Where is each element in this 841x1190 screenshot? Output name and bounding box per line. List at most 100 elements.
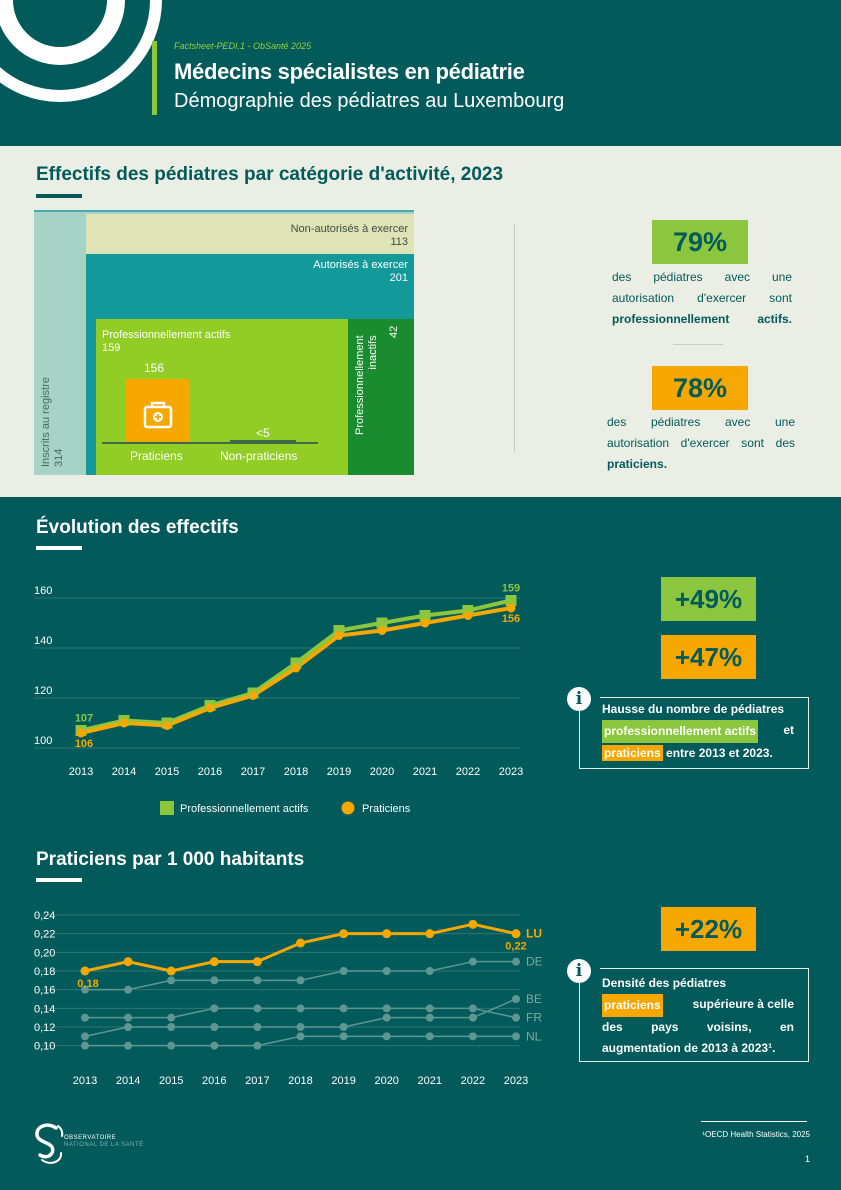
section3-title: Praticiens par 1 000 habitants (36, 849, 305, 870)
section2-title: Évolution des effectifs (36, 517, 239, 538)
data-point-de (296, 976, 305, 985)
legend-marker-active (160, 801, 174, 815)
x-tick-label: 2017 (241, 766, 265, 778)
logo-line2: NATIONAL DE LA SANTÉ (64, 1142, 144, 1148)
data-point-lu (80, 966, 90, 976)
x-tick-label: 2019 (327, 766, 351, 778)
not-authorized-block: Non-autorisés à exercer 113 (86, 214, 414, 254)
data-point-fr (210, 1004, 219, 1013)
x-tick-label: 2016 (202, 1075, 226, 1087)
series-line-lu (84, 922, 517, 973)
y-tick-label: 0,16 (34, 985, 55, 997)
data-point-active (376, 617, 388, 629)
data-point-de (210, 976, 219, 985)
data-point-be (425, 1013, 434, 1022)
kpi-active-growth: +49% (661, 577, 756, 621)
section1-title: Effectifs des pédiatres par catégorie d'… (36, 164, 504, 185)
section-effectifs-categorie: Effectifs des pédiatres par catégorie d'… (0, 146, 841, 497)
data-point-de (425, 967, 434, 975)
density-chart: 0,10 0,12 0,14 0,16 0,18 0,20 0,22 0,24 2013 2014… (34, 910, 543, 1087)
data-point-practitioners (506, 603, 516, 613)
data-label: 107 (75, 713, 93, 725)
info-growth-line3: entre 2013 et 2023. (666, 746, 773, 760)
data-point-be (124, 1023, 133, 1031)
non-practitioners-label: Non-praticiens (220, 449, 298, 463)
data-point-nl (167, 1041, 176, 1050)
medical-bag-icon (143, 401, 173, 429)
y-tick-label: 0,24 (34, 910, 55, 922)
x-tick-label: 2022 (461, 1075, 485, 1087)
data-point-practitioners (420, 618, 430, 628)
data-point-practitioners (334, 631, 344, 640)
x-tick-label: 2014 (112, 766, 136, 778)
authorized-value: 201 (389, 272, 408, 284)
info-box-leftline (579, 717, 580, 769)
section2-underline (36, 546, 82, 550)
data-point-practitioners (76, 728, 86, 738)
data-point-de (339, 967, 348, 975)
series-label-de: DE (526, 955, 543, 969)
data-point-be (167, 1023, 176, 1031)
not-authorized-label: Non-autorisés à exercer (290, 223, 408, 235)
info-growth-hl-active: professionnellement actifs (602, 720, 759, 743)
info-density-line4: augmentation de 2013 à 2023¹. (602, 1041, 776, 1055)
kpi-practitioners-growth: +47% (661, 635, 756, 679)
data-point-nl (81, 1041, 89, 1050)
non-practitioners-value: <5 (256, 426, 270, 440)
data-point-active (505, 595, 517, 606)
info-text-growth: Hausse du nombre de pédiatres profession… (602, 699, 794, 764)
data-point-active (290, 657, 302, 669)
decorative-arcs (0, 0, 162, 102)
registered-top-line (34, 210, 414, 212)
data-point-fr (468, 1004, 477, 1013)
x-tick-label: 2015 (155, 766, 179, 778)
data-point-nl (339, 1032, 348, 1041)
x-tick-label: 2020 (374, 1075, 398, 1087)
info-growth-joiner: et (783, 723, 794, 737)
info-density-line1: Densité des pédiatres (602, 973, 794, 994)
registered-value: 314 (53, 448, 65, 467)
data-point-nl (210, 1041, 219, 1050)
authorized-label: Autorisés à exercer (313, 259, 408, 271)
data-point-fr (382, 1004, 391, 1013)
y-tick-label: 0,20 (34, 947, 55, 959)
x-tick-label: 2014 (116, 1075, 140, 1087)
page-title: Médecins spécialistes en pédiatrie (174, 59, 525, 84)
legend-marker-practitioners (341, 801, 355, 815)
stat-active-text-pre: des pédiatres avec une autorisation d'ex… (612, 270, 792, 305)
x-tick-label: 2013 (69, 766, 93, 778)
inactive-label-line2: inactifs (367, 335, 379, 370)
stat-separator (673, 344, 723, 345)
info-icon: i (567, 687, 591, 711)
data-point-lu (123, 957, 133, 967)
active-block: Professionnellement actifs 159 (96, 319, 348, 475)
x-tick-label: 2021 (413, 766, 437, 778)
kpi-density-growth: +22% (661, 907, 756, 951)
data-point-be (468, 1013, 477, 1022)
data-point-nl (425, 1032, 434, 1041)
data-point-fr (339, 1004, 348, 1013)
data-point-practitioners (162, 721, 172, 730)
evolution-chart: 100 120 140 160 2013 2014 2015 2016 2017 2018 2019… (34, 583, 523, 815)
registered-label: Inscrits au registre 314 (40, 377, 66, 467)
footnote-line (701, 1121, 807, 1122)
data-point-de (468, 957, 477, 966)
data-point-active (419, 610, 431, 621)
practitioners-bar (125, 379, 190, 442)
y-tick-label: 0,10 (34, 1041, 55, 1053)
x-tick-label: 2015 (159, 1075, 183, 1087)
y-tick-label: 0,18 (34, 966, 55, 978)
x-tick-label: 2023 (504, 1075, 528, 1087)
inactive-block (348, 319, 414, 475)
data-label: 156 (502, 613, 520, 625)
data-label: 106 (75, 738, 93, 750)
data-point-be (210, 1023, 219, 1031)
data-label: 159 (502, 583, 520, 595)
logo-text: OBSERVATOIRE NATIONAL DE LA SANTÉ (64, 1135, 144, 1149)
data-point-nl (124, 1041, 133, 1050)
data-point-fr (124, 1013, 133, 1022)
x-tick-label: 2018 (284, 766, 308, 778)
stat-practitioners-value: 78% (652, 366, 748, 410)
data-point-nl (253, 1041, 262, 1050)
logo-line1: OBSERVATOIRE (64, 1135, 117, 1141)
